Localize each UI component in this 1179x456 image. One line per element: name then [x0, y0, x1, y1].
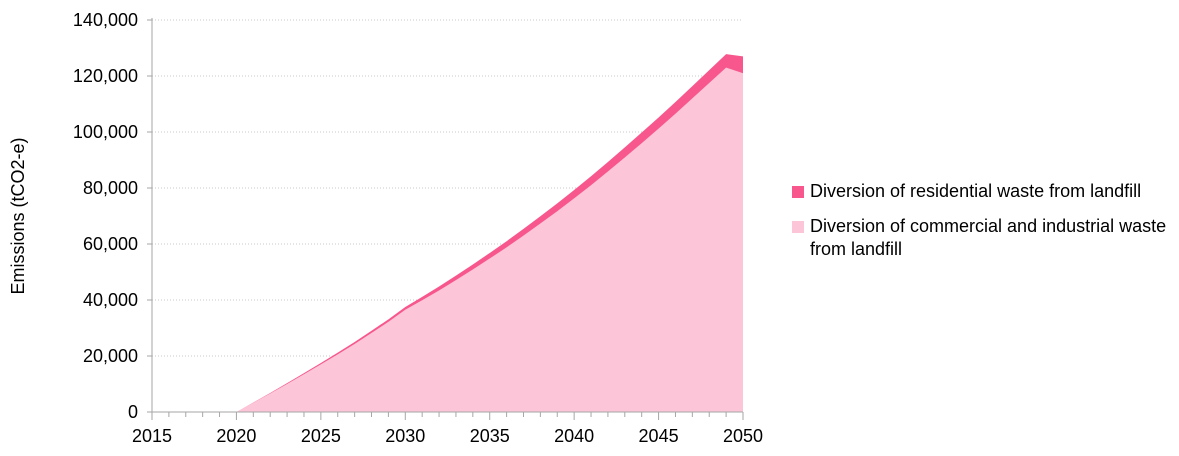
y-tick-label: 100,000	[73, 122, 138, 142]
x-tick-label: 2035	[470, 426, 510, 446]
x-tick-label: 2025	[301, 426, 341, 446]
x-tick-label: 2020	[216, 426, 256, 446]
legend: Diversion of residential waste from land…	[792, 180, 1177, 273]
x-tick-label: 2045	[639, 426, 679, 446]
y-tick-label: 0	[128, 402, 138, 422]
y-tick-label: 80,000	[83, 178, 138, 198]
x-tick-label: 2040	[554, 426, 594, 446]
y-tick-label: 20,000	[83, 346, 138, 366]
axes	[147, 18, 744, 420]
legend-label-commercial: Diversion of commercial and industrial w…	[810, 216, 1167, 259]
legend-swatch-residential	[792, 186, 804, 198]
x-tick-label: 2015	[132, 426, 172, 446]
y-tick-label: 120,000	[73, 66, 138, 86]
area-series-commercial	[152, 67, 743, 412]
y-tick-labels: 0 20,000 40,000 60,000 80,000 100,000 120,000 1…	[73, 10, 138, 422]
y-tick-label: 40,000	[83, 290, 138, 310]
y-tick-label: 140,000	[73, 10, 138, 30]
series-areas	[152, 54, 743, 412]
legend-label-residential: Diversion of residential waste from land…	[810, 181, 1142, 201]
x-tick-labels: 2015 2020 2025 2030 2035 2040 2045 2050	[132, 426, 763, 446]
y-axis-title: Emissions (tCO2-e)	[8, 137, 28, 294]
x-tick-label: 2050	[723, 426, 763, 446]
legend-item-commercial: Diversion of commercial and industrial w…	[792, 215, 1177, 261]
legend-swatch-commercial	[792, 221, 804, 233]
x-tick-label: 2030	[385, 426, 425, 446]
y-tick-label: 60,000	[83, 234, 138, 254]
legend-item-residential: Diversion of residential waste from land…	[792, 180, 1177, 203]
